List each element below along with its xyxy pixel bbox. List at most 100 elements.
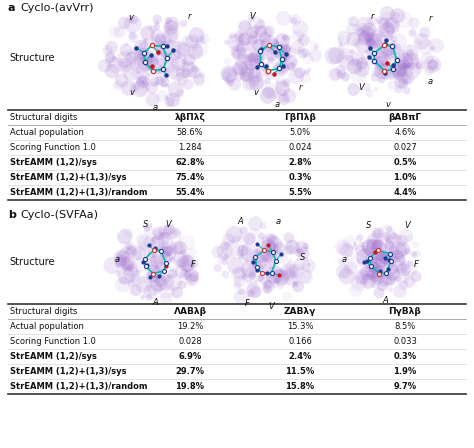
Ellipse shape: [398, 59, 410, 71]
Ellipse shape: [388, 264, 399, 274]
Text: StrEAMM (1,2)/sys: StrEAMM (1,2)/sys: [10, 352, 97, 361]
Ellipse shape: [379, 254, 389, 264]
Ellipse shape: [226, 79, 231, 85]
Ellipse shape: [274, 250, 280, 256]
Ellipse shape: [115, 257, 127, 269]
Ellipse shape: [247, 44, 256, 53]
Ellipse shape: [249, 67, 261, 78]
Ellipse shape: [116, 51, 133, 68]
Ellipse shape: [253, 24, 258, 29]
Ellipse shape: [241, 71, 251, 82]
Ellipse shape: [128, 17, 134, 23]
Ellipse shape: [372, 239, 383, 250]
Ellipse shape: [158, 225, 172, 239]
Ellipse shape: [380, 62, 397, 79]
Ellipse shape: [262, 44, 280, 61]
Ellipse shape: [121, 80, 136, 96]
Ellipse shape: [238, 254, 244, 260]
Ellipse shape: [130, 82, 140, 92]
Ellipse shape: [261, 233, 279, 250]
Ellipse shape: [411, 251, 417, 258]
Ellipse shape: [289, 263, 298, 272]
Ellipse shape: [284, 245, 294, 255]
Ellipse shape: [161, 247, 168, 253]
Ellipse shape: [130, 284, 142, 296]
Ellipse shape: [266, 52, 276, 61]
Ellipse shape: [172, 73, 181, 82]
Ellipse shape: [163, 22, 173, 32]
Ellipse shape: [155, 50, 162, 56]
Ellipse shape: [153, 67, 159, 73]
Ellipse shape: [289, 264, 304, 279]
Text: Cyclo-(avVrr): Cyclo-(avVrr): [20, 3, 93, 13]
Ellipse shape: [236, 69, 246, 79]
Ellipse shape: [363, 83, 371, 91]
Ellipse shape: [292, 60, 299, 67]
Ellipse shape: [140, 295, 145, 299]
Ellipse shape: [123, 241, 137, 255]
Ellipse shape: [217, 243, 233, 259]
Ellipse shape: [431, 46, 435, 51]
Ellipse shape: [163, 26, 180, 43]
Ellipse shape: [137, 235, 153, 251]
Ellipse shape: [154, 23, 158, 27]
Ellipse shape: [245, 77, 258, 90]
Ellipse shape: [390, 56, 399, 65]
Ellipse shape: [263, 280, 275, 292]
Ellipse shape: [402, 44, 419, 60]
Ellipse shape: [397, 255, 406, 263]
Ellipse shape: [146, 294, 153, 301]
Ellipse shape: [155, 34, 166, 45]
Ellipse shape: [372, 68, 380, 77]
Ellipse shape: [372, 255, 379, 263]
Ellipse shape: [410, 271, 421, 282]
Text: 0.024: 0.024: [288, 143, 312, 152]
Ellipse shape: [163, 29, 178, 43]
Ellipse shape: [362, 279, 369, 285]
Ellipse shape: [355, 245, 366, 256]
Ellipse shape: [128, 47, 142, 61]
Ellipse shape: [242, 77, 256, 91]
Ellipse shape: [365, 261, 383, 279]
Ellipse shape: [391, 33, 407, 50]
Ellipse shape: [335, 239, 350, 255]
Ellipse shape: [182, 259, 195, 272]
Ellipse shape: [335, 65, 346, 76]
Ellipse shape: [226, 73, 232, 79]
Ellipse shape: [348, 16, 359, 26]
Ellipse shape: [137, 56, 153, 71]
Ellipse shape: [133, 86, 138, 90]
Ellipse shape: [150, 256, 158, 264]
Ellipse shape: [111, 56, 116, 60]
Ellipse shape: [309, 49, 322, 62]
Text: StrEAMM (1,2)/sys: StrEAMM (1,2)/sys: [10, 158, 97, 167]
Ellipse shape: [156, 90, 168, 102]
Text: v: v: [130, 88, 135, 97]
Ellipse shape: [226, 79, 234, 86]
Ellipse shape: [171, 56, 185, 71]
Ellipse shape: [152, 232, 169, 250]
Ellipse shape: [257, 275, 264, 282]
Ellipse shape: [162, 40, 168, 46]
Ellipse shape: [150, 255, 164, 268]
Ellipse shape: [395, 78, 406, 89]
Ellipse shape: [352, 58, 360, 66]
Ellipse shape: [149, 37, 159, 47]
Ellipse shape: [148, 249, 157, 258]
Text: 1.9%: 1.9%: [393, 367, 417, 376]
Text: λβΠλζ: λβΠλζ: [174, 113, 205, 122]
Ellipse shape: [338, 44, 345, 51]
Ellipse shape: [137, 47, 144, 54]
Ellipse shape: [171, 287, 183, 298]
Ellipse shape: [131, 249, 142, 260]
Ellipse shape: [235, 39, 243, 46]
Ellipse shape: [303, 243, 309, 249]
Ellipse shape: [367, 16, 377, 26]
Ellipse shape: [428, 58, 441, 73]
Ellipse shape: [191, 260, 199, 268]
Ellipse shape: [376, 265, 386, 275]
Ellipse shape: [386, 226, 392, 232]
Ellipse shape: [157, 274, 174, 291]
Ellipse shape: [347, 83, 360, 96]
Ellipse shape: [151, 53, 159, 61]
